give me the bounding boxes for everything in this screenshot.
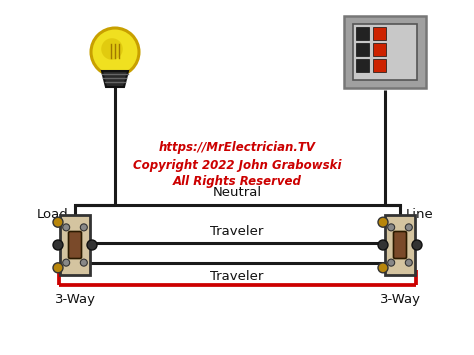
Circle shape xyxy=(80,224,87,231)
FancyBboxPatch shape xyxy=(393,231,407,258)
Text: 3-Way: 3-Way xyxy=(380,293,420,306)
FancyBboxPatch shape xyxy=(373,43,386,56)
Text: Traveler: Traveler xyxy=(210,225,264,238)
Circle shape xyxy=(388,259,395,266)
FancyBboxPatch shape xyxy=(356,27,369,40)
FancyBboxPatch shape xyxy=(60,215,90,275)
Circle shape xyxy=(388,224,395,231)
Circle shape xyxy=(405,259,412,266)
FancyBboxPatch shape xyxy=(344,16,426,88)
Circle shape xyxy=(378,263,388,273)
Text: Traveler: Traveler xyxy=(210,270,264,283)
FancyBboxPatch shape xyxy=(69,231,82,258)
Circle shape xyxy=(412,240,422,250)
Circle shape xyxy=(53,240,63,250)
FancyBboxPatch shape xyxy=(385,215,415,275)
Circle shape xyxy=(63,259,70,266)
Polygon shape xyxy=(102,71,128,87)
Circle shape xyxy=(87,240,97,250)
Text: Neutral: Neutral xyxy=(212,186,262,199)
Circle shape xyxy=(63,224,70,231)
Circle shape xyxy=(405,224,412,231)
Circle shape xyxy=(378,217,388,227)
Circle shape xyxy=(53,263,63,273)
FancyBboxPatch shape xyxy=(373,59,386,72)
Text: https://MrElectrician.TV: https://MrElectrician.TV xyxy=(158,142,316,154)
Text: All Rights Reserved: All Rights Reserved xyxy=(173,175,301,189)
Text: Load: Load xyxy=(37,208,69,222)
Circle shape xyxy=(80,259,87,266)
Circle shape xyxy=(91,28,139,76)
FancyBboxPatch shape xyxy=(356,43,369,56)
Text: Copyright 2022 John Grabowski: Copyright 2022 John Grabowski xyxy=(133,158,341,171)
Circle shape xyxy=(101,38,123,60)
Circle shape xyxy=(53,217,63,227)
Circle shape xyxy=(378,240,388,250)
FancyBboxPatch shape xyxy=(356,59,369,72)
FancyBboxPatch shape xyxy=(373,27,386,40)
Text: 3-Way: 3-Way xyxy=(55,293,95,306)
Text: Line: Line xyxy=(406,208,434,222)
FancyBboxPatch shape xyxy=(353,24,417,80)
